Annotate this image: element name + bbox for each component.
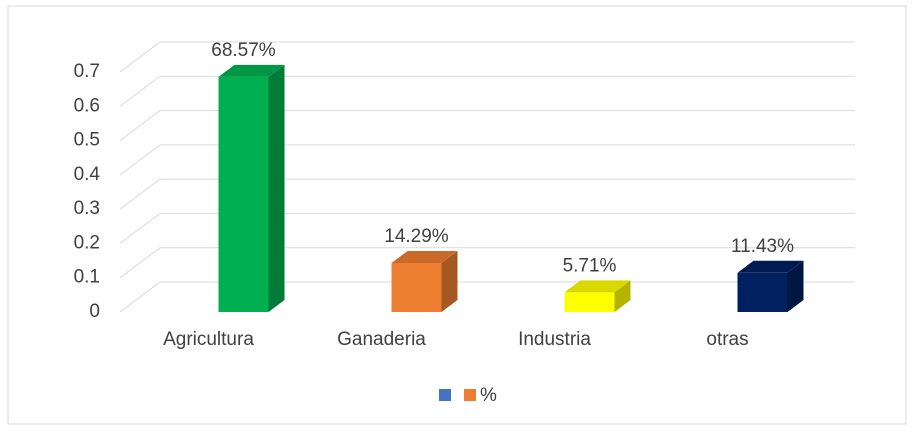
- grid-line: [119, 281, 161, 313]
- y-tick-label: 0.5: [74, 130, 100, 151]
- grid-line: [119, 110, 161, 141]
- bar-side: [787, 260, 804, 312]
- x-tick-label: Industria: [518, 329, 591, 350]
- bar: [564, 292, 615, 312]
- y-tick-label: 0: [89, 301, 100, 322]
- y-tick-label: 0.7: [74, 61, 100, 82]
- x-tick-label: Agricultura: [163, 329, 254, 350]
- data-label: 11.43%: [731, 236, 794, 257]
- bar-top: [737, 260, 804, 273]
- legend-swatch: [439, 389, 451, 401]
- bar-side: [268, 64, 285, 312]
- x-tick-label: Ganaderia: [337, 329, 426, 350]
- grid-line: [119, 247, 161, 279]
- data-label: 14.29%: [384, 226, 449, 247]
- bar-top: [391, 251, 458, 264]
- grid-line: [119, 75, 161, 107]
- chart-frame: [7, 5, 907, 425]
- y-tick-label: 0.3: [74, 198, 100, 219]
- data-label: 5.71%: [563, 255, 617, 276]
- bar: [391, 263, 442, 312]
- bar: [218, 76, 269, 312]
- grid-line: [119, 144, 161, 176]
- bar-top: [564, 280, 631, 293]
- bar-side: [614, 280, 631, 312]
- x-tick-label: otras: [706, 329, 748, 350]
- grid-line: [119, 41, 161, 73]
- y-tick-label: 0.1: [74, 267, 100, 288]
- grid-line: [119, 213, 161, 244]
- bar: [737, 272, 788, 312]
- bar-top: [218, 64, 285, 77]
- y-tick-label: 0.6: [74, 95, 100, 116]
- y-tick-label: 0.2: [74, 232, 100, 253]
- bar-side: [441, 251, 458, 312]
- data-label: 68.57%: [211, 40, 276, 61]
- grid-line: [119, 178, 161, 210]
- legend-label: %: [480, 385, 497, 406]
- legend-swatch: [464, 389, 476, 401]
- y-tick-label: 0.4: [74, 164, 101, 185]
